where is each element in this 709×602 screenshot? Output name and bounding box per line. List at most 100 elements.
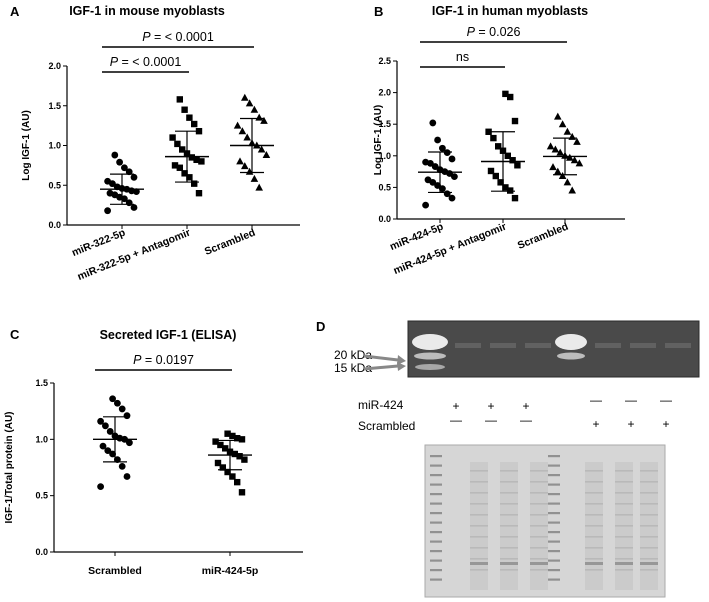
- data-point-circle: [102, 422, 109, 430]
- data-point-square: [485, 128, 492, 135]
- gel-protein-band: [615, 558, 633, 560]
- gel-protein-band: [530, 481, 548, 483]
- data-point-triangle: [250, 174, 259, 182]
- data-point-square: [181, 170, 188, 177]
- data-point-circle: [443, 190, 451, 198]
- data-point-circle: [429, 119, 437, 127]
- mir424-sign: +: [487, 399, 494, 413]
- data-point-square: [490, 134, 497, 142]
- data-point-square: [171, 162, 179, 169]
- data-point-square: [193, 156, 200, 164]
- gel-ladder-band: [430, 474, 442, 477]
- data-point-square: [169, 134, 176, 141]
- y-tick-label: 0.0: [35, 547, 48, 557]
- panel-b: 0.0 0.5 1.0 1.5 2.0 2.5 Log IGF-1 (AU) miR-424-…: [373, 25, 625, 277]
- gel-protein-band: [500, 492, 518, 494]
- gel-protein-band: [585, 525, 603, 527]
- data-point-triangle: [563, 127, 572, 135]
- panel-b-title: IGF-1 in human myoblasts: [432, 4, 588, 18]
- p-value-text: = 0.026: [475, 25, 521, 39]
- gel-dark-band: [615, 562, 633, 565]
- gel-ladder-band: [430, 531, 442, 534]
- p-value-text: = 0.0197: [141, 353, 194, 367]
- gel-protein-band: [530, 470, 548, 472]
- y-tick-label: 2.0: [48, 61, 61, 71]
- gel-protein-band: [530, 525, 548, 527]
- data-point-square: [186, 174, 193, 181]
- data-point-circle: [123, 473, 131, 480]
- gel-ladder-band: [430, 578, 442, 581]
- marker-20kda-arrow: [363, 354, 399, 362]
- data-point-square: [214, 459, 222, 467]
- loading-gel-lanes: [430, 455, 658, 590]
- data-point-triangle: [563, 178, 572, 186]
- data-point-circle: [116, 158, 123, 166]
- gel-ladder-band: [430, 483, 442, 486]
- data-point-square: [507, 93, 514, 101]
- mir424-sign: —: [660, 393, 672, 407]
- x-category-label: Scrambled: [516, 221, 570, 252]
- data-point-circle: [443, 149, 451, 157]
- p-symbol: P: [133, 353, 142, 367]
- data-point-square: [514, 162, 521, 169]
- data-point-circle: [422, 158, 429, 166]
- gel-protein-band: [585, 492, 603, 494]
- data-point-triangle: [546, 142, 555, 150]
- gel-ladder-band: [430, 493, 442, 496]
- data-point-square: [497, 179, 504, 186]
- data-point-triangle: [573, 137, 581, 145]
- data-point-circle: [106, 189, 114, 197]
- y-axis-label: Log IGF-1 (AU): [373, 105, 384, 176]
- data-point-square: [179, 146, 186, 153]
- gel-protein-band: [500, 481, 518, 483]
- data-point-square: [509, 157, 516, 164]
- gel-dark-band: [500, 562, 518, 565]
- data-point-triangle: [245, 99, 254, 107]
- y-tick-label: 2.5: [378, 56, 391, 66]
- y-axis-label: Log IGF-1 (AU): [21, 110, 32, 181]
- data-point-square: [507, 187, 514, 194]
- gel-protein-band: [640, 503, 658, 505]
- gel-protein-band: [500, 503, 518, 505]
- gel-protein-band: [585, 536, 603, 538]
- gel-ladder-band: [548, 455, 560, 458]
- gel-ladder-band: [548, 540, 560, 543]
- data-point-circle: [434, 182, 441, 189]
- significance-label: P = 0.026: [467, 25, 521, 39]
- gel-ladder-band: [430, 512, 442, 515]
- gel-ladder-band: [548, 512, 560, 515]
- gel-protein-band: [470, 503, 488, 505]
- gel-ladder-band: [430, 559, 442, 562]
- data-point-square: [238, 489, 246, 496]
- gel-protein-band: [470, 569, 488, 571]
- gel-protein-band: [500, 547, 518, 549]
- marker-15kda-arrow: [363, 364, 399, 371]
- x-category-label: miR-424-5p: [202, 565, 259, 577]
- gel-protein-band: [640, 536, 658, 538]
- gel-ladder-band: [548, 493, 560, 496]
- gel-ladder-band: [430, 550, 442, 553]
- data-point-triangle: [551, 145, 560, 153]
- data-point-triangle: [558, 120, 567, 128]
- gel-protein-band: [640, 547, 658, 549]
- data-point-circle: [109, 395, 116, 403]
- data-point-triangle: [241, 93, 249, 101]
- data-point-square: [229, 473, 236, 480]
- blot-ladder-band-upper-2: [555, 334, 587, 350]
- data-point-square: [217, 441, 224, 449]
- y-tick-label: 1.5: [378, 119, 391, 129]
- data-point-circle: [104, 177, 111, 185]
- data-point-triangle: [570, 156, 579, 164]
- blot-ladder-band-lower: [415, 364, 445, 370]
- gel-protein-band: [640, 492, 658, 494]
- y-tick-label: 1.0: [378, 151, 391, 161]
- gel-protein-band: [530, 503, 548, 505]
- data-point-circle: [130, 173, 138, 181]
- data-point-triangle: [238, 127, 247, 135]
- data-point-square: [238, 436, 246, 443]
- blot-sign-grid: + + + — — —— — — + + +: [450, 393, 672, 431]
- panel-c: 0.0 0.5 1.0 1.5 IGF-1/Total protein (AU) Scra…: [4, 353, 303, 577]
- data-point-circle: [111, 151, 119, 159]
- gel-dark-band: [640, 562, 658, 565]
